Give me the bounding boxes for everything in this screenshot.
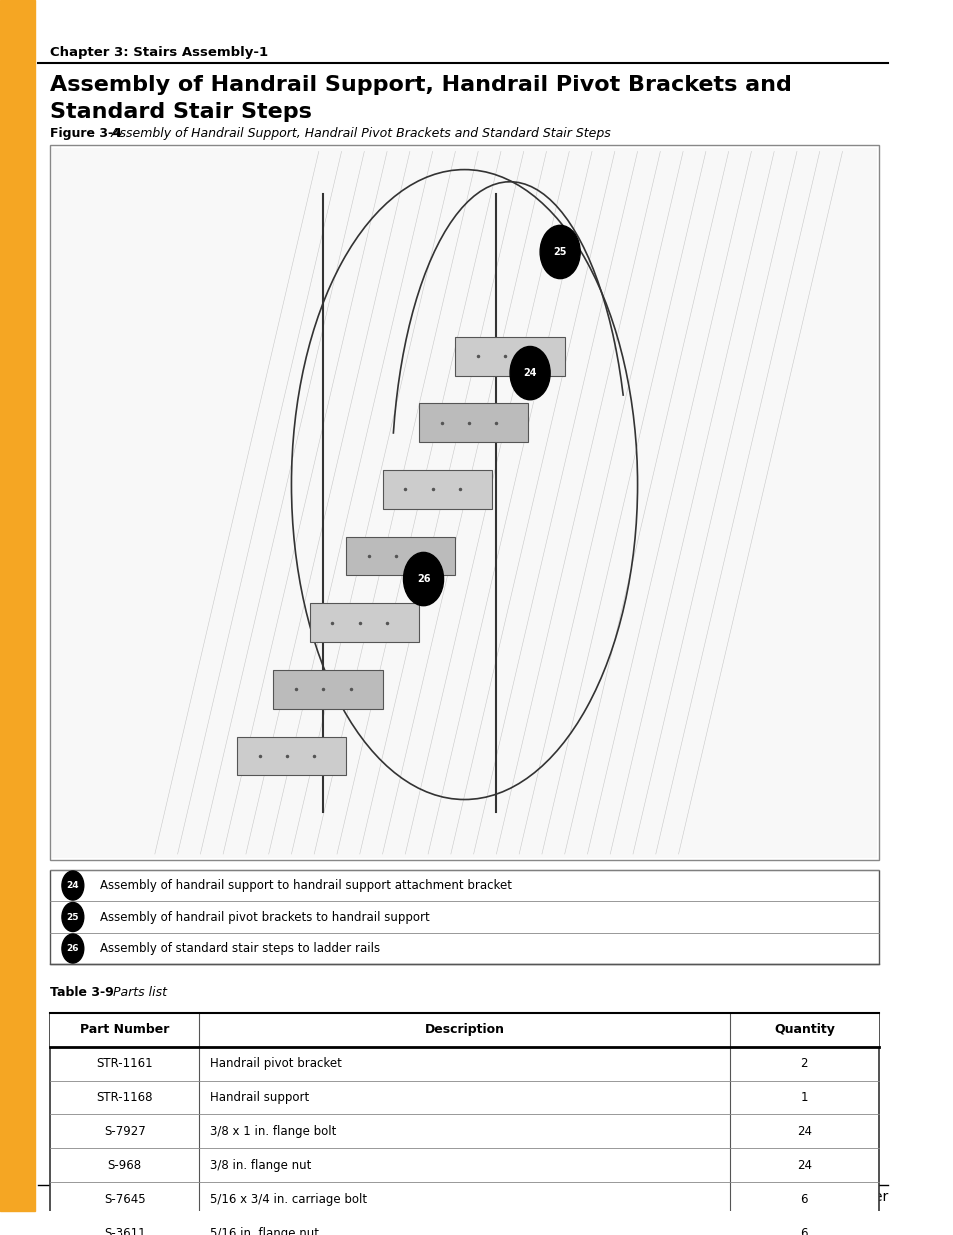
Bar [310,603,418,642]
Text: Handrail pivot bracket: Handrail pivot bracket [210,1057,342,1070]
Text: 3/8 x 1 in. flange bolt: 3/8 x 1 in. flange bolt [210,1125,336,1137]
Text: Assembly of Handrail Support, Handrail Pivot Brackets and Standard Stair Steps: Assembly of Handrail Support, Handrail P… [107,127,610,141]
Text: 25: 25 [67,913,79,921]
Text: 6: 6 [800,1226,807,1235]
Text: 24: 24 [523,368,537,378]
Text: STR-1161: STR-1161 [96,1057,152,1070]
Text: 40: 40 [51,1189,70,1204]
Text: Parts list: Parts list [110,986,167,999]
Text: 6: 6 [800,1193,807,1205]
Text: 24: 24 [67,881,79,890]
Text: 5/16 x 3/4 in. carriage bolt: 5/16 x 3/4 in. carriage bolt [210,1193,367,1205]
Text: STR-1168: STR-1168 [96,1091,152,1104]
Text: 1: 1 [800,1091,807,1104]
Text: 26: 26 [416,574,430,584]
Text: 25: 25 [553,247,566,257]
Bar [418,404,528,442]
Text: S-968: S-968 [108,1158,142,1172]
Text: 24: 24 [796,1125,811,1137]
Circle shape [539,225,579,279]
Bar [346,537,455,576]
Text: Quantity: Quantity [773,1023,834,1036]
Circle shape [510,347,550,400]
Bar [382,471,492,509]
Text: S-7645: S-7645 [104,1193,146,1205]
Text: 2: 2 [800,1057,807,1070]
Text: Chapter 3: Stairs Assembly-1: Chapter 3: Stairs Assembly-1 [51,46,268,59]
Circle shape [403,552,443,605]
Text: Assembly of handrail support to handrail support attachment bracket: Assembly of handrail support to handrail… [100,879,512,892]
Bar [51,1013,878,1235]
Bar [51,1013,878,1046]
Text: Assembly of standard stair steps to ladder rails: Assembly of standard stair steps to ladd… [100,942,380,955]
Text: Table 3-9: Table 3-9 [51,986,113,999]
Text: 5/16 in. flange nut: 5/16 in. flange nut [210,1226,319,1235]
Bar [0,0,34,1212]
Text: PNEG-1936: PNEG-1936 [791,1189,878,1204]
Circle shape [62,934,84,963]
Text: 24: 24 [796,1158,811,1172]
Text: Part Number: Part Number [80,1023,170,1036]
Text: S-3611: S-3611 [104,1226,146,1235]
Text: Figure 3-4: Figure 3-4 [51,127,122,141]
Bar [51,148,876,857]
Text: Standard Stair Steps: Standard Stair Steps [51,101,312,122]
Text: 3/8 in. flange nut: 3/8 in. flange nut [210,1158,312,1172]
Bar [455,337,564,375]
Text: 26: 26 [67,944,79,953]
Text: Description: Description [424,1023,504,1036]
Bar [236,736,346,776]
Text: Assembly of Handrail Support, Handrail Pivot Brackets and: Assembly of Handrail Support, Handrail P… [51,75,791,95]
Text: Assembly of handrail pivot brackets to handrail support: Assembly of handrail pivot brackets to h… [100,910,430,924]
Circle shape [62,871,84,900]
Text: Handrail support: Handrail support [210,1091,309,1104]
Bar [51,146,878,860]
Bar [51,869,878,965]
Text: Top Dryer: Top Dryer [816,1189,887,1204]
Text: S-7927: S-7927 [104,1125,146,1137]
Circle shape [62,903,84,931]
Bar [273,669,382,709]
